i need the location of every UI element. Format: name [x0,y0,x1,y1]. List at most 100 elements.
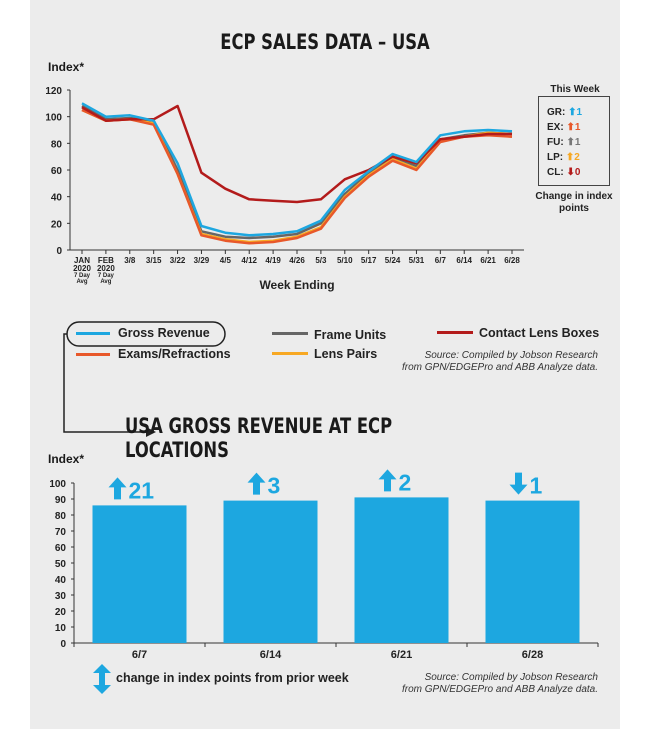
x-tick-label: 3/15 [146,256,162,265]
bar-6-7 [92,505,187,643]
frame-legend-swatch [272,332,308,335]
down-arrow-icon: ⬇ [566,167,575,178]
bar-y-tick-label: 100 [49,479,66,490]
bar-y-tick-label: 20 [55,607,67,618]
line-chart: 0 20 40 60 80 100 120 JAN 2020 7 Day Avg FEB 2020 7 D… [45,86,524,292]
source-line-1: Source: Compiled by Jobson Research [424,350,598,361]
bar-6-21 [354,497,449,643]
row-value: 1 [574,137,581,148]
bar-6-28 [485,500,580,643]
bar-y-tick-label: 30 [55,591,67,602]
series-line-gross [81,102,513,237]
y-tick-label: 40 [51,193,63,204]
bar-y-tick-label: 70 [55,527,67,538]
x-tick-label: 6/28 [504,256,520,265]
x-tick-label: 3/8 [124,256,136,265]
up-down-arrow-icon [93,664,111,694]
legend-frame: Frame Units [314,328,387,342]
y-tick-label: 100 [45,113,62,124]
change-value-label: 3 [268,473,281,499]
bar-category-label: 6/14 [260,649,282,661]
line-chart-y-label: Index* [48,60,85,74]
bar-y-tick-label: 40 [55,575,67,586]
x-tick-label: 6/14 [456,256,472,265]
row-code: EX: [547,122,564,133]
bar-y-tick-label: 0 [60,639,66,650]
series-line-exams [81,108,513,245]
change-note: change in index points from prior week [116,671,349,685]
x-tick-label: 4/26 [289,256,305,265]
y-tick-label: 80 [51,139,63,150]
change-up-arrow-icon [247,472,266,495]
row-value: 1 [576,107,583,118]
source-note-bottom: Source: Compiled by Jobson Research from … [360,672,598,696]
this-week-row-fu: FU: ⬆1 [547,137,580,148]
y-tick-label: 60 [51,166,63,177]
x-tick-label: 4/12 [241,256,257,265]
bar-y-tick-label: 90 [55,495,67,506]
row-code: GR: [547,107,566,118]
this-week-heading: This Week [550,84,600,95]
row-value: 2 [574,152,580,163]
this-week-row-cl: CL: ⬇0 [547,167,580,178]
x-tick-label: 4/19 [265,256,281,265]
source-line-1: Source: Compiled by Jobson Research [424,672,598,683]
up-arrow-icon: ⬆ [568,107,577,118]
source-note-top: Source: Compiled by Jobson Research from … [360,350,598,374]
this-week-footer: Change in index points [535,191,613,214]
x-tick-label: 6/21 [480,256,496,265]
x-tick-label: 5/10 [337,256,353,265]
x-tick-label: FEB 2020 7 Day Avg [97,256,115,285]
bar-y-tick-label: 10 [55,623,67,634]
legend-exams: Exams/Refractions [118,347,231,361]
legend-gross: Gross Revenue [118,326,210,340]
bar-y-tick-label: 60 [55,543,67,554]
legend-lens: Lens Pairs [314,347,378,361]
change-down-arrow-icon [509,472,528,495]
y-tick-label: 120 [45,86,62,97]
x-tick-label: JAN 2020 7 Day Avg [73,256,91,285]
bar-y-tick-label: 50 [55,559,67,570]
row-code: LP: [547,152,564,163]
up-arrow-icon: ⬆ [566,137,575,148]
bar-chart-y-label: Index* [48,452,85,466]
change-value-label: 2 [399,469,412,495]
up-arrow-icon: ⬆ [566,122,575,133]
series-line-contact [81,104,512,204]
change-value-label: 21 [129,477,155,503]
gross-legend-swatch [76,332,110,335]
x-tick-label: 5/3 [315,256,327,265]
bar-category-label: 6/21 [391,649,412,661]
this-week-row-lp: LP: ⬆2 [547,152,580,163]
lens-legend-swatch [272,352,308,355]
row-code: CL: [547,167,564,178]
x-tick-label: 4/5 [220,256,232,265]
x-tick-label: 6/7 [435,256,447,265]
change-value-label: 1 [530,473,543,499]
change-up-arrow-icon [378,469,397,492]
exams-legend-swatch [76,353,110,356]
legend-contact: Contact Lens Boxes [479,326,600,340]
source-line-2: from GPN/EDGEPro and ABB Analyze data. [401,362,598,373]
bar-category-label: 6/28 [522,649,543,661]
x-tick-label: 3/29 [194,256,210,265]
row-value: 0 [574,167,581,178]
change-up-arrow-icon [108,477,127,500]
x-tick-label: 3/22 [170,256,186,265]
source-line-2: from GPN/EDGEPro and ABB Analyze data. [401,684,598,695]
this-week-row-ex: EX: ⬆1 [547,122,580,133]
y-tick-label: 0 [56,246,62,257]
bar-category-label: 6/7 [132,649,147,661]
y-tick-label: 20 [51,219,63,230]
top-chart-title: ECP SALES DATA – USA [220,30,430,54]
bar-6-14 [223,500,318,643]
x-tick-label: 5/31 [409,256,425,265]
x-tick-label: 5/17 [361,256,377,265]
row-value: 1 [574,122,581,133]
bar-y-tick-label: 80 [55,511,67,522]
contact-legend-swatch [437,331,473,334]
row-code: FU: [547,137,564,148]
bottom-chart-title: USA GROSS REVENUE AT ECP LOCATIONS [125,414,393,462]
this-week-row-gr: GR: ⬆1 [547,107,582,118]
